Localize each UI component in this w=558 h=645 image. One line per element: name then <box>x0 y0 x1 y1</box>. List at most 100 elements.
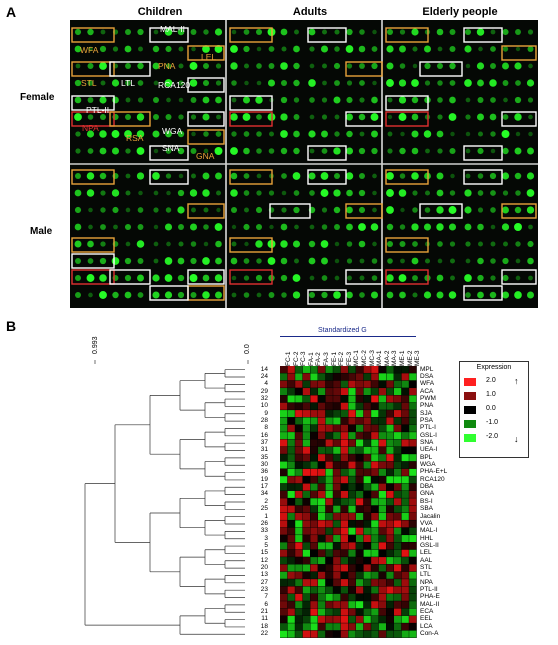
array-spot <box>450 173 455 179</box>
heatmap-cell <box>318 402 326 410</box>
heatmap-cell <box>302 527 310 535</box>
heatmap-cell <box>409 483 417 491</box>
heatmap-cell <box>386 601 394 609</box>
array-spot <box>345 172 354 180</box>
heatmap-cell <box>295 549 303 557</box>
lectin-label: AAL <box>420 556 433 564</box>
heatmap-cell <box>371 432 379 440</box>
array-spot <box>370 291 379 299</box>
array-spot <box>74 172 82 180</box>
heatmap-cell <box>378 417 386 425</box>
array-spot <box>477 79 484 87</box>
heatmap-cell <box>333 476 341 484</box>
heatmap-cell <box>287 366 295 373</box>
heatmap-cell <box>325 623 333 631</box>
array-spot <box>477 173 484 179</box>
array-spot <box>448 223 457 231</box>
array-spot <box>386 62 394 70</box>
array-spot <box>136 240 145 248</box>
heatmap-cell <box>371 586 379 594</box>
highlight-box <box>463 27 503 43</box>
array-spot <box>321 275 328 281</box>
heatmap-cell <box>378 402 386 410</box>
heatmap-cell <box>340 395 348 403</box>
heatmap-cell <box>348 395 356 403</box>
heatmap-cell <box>295 520 303 528</box>
heatmap-cell <box>394 593 402 601</box>
heatmap-cell <box>325 468 333 476</box>
array-spot <box>359 292 365 298</box>
heatmap-cell <box>302 601 310 609</box>
heatmap-cell <box>409 601 417 609</box>
array-spot <box>177 257 185 265</box>
heatmap-cell <box>295 446 303 454</box>
lectin-label: EEL <box>420 615 433 623</box>
array-spot <box>75 292 81 298</box>
array-spot <box>281 46 287 52</box>
heatmap-cell <box>386 468 394 476</box>
array-spot <box>515 46 521 52</box>
heatmap-cell <box>394 424 402 432</box>
highlight-box <box>187 129 225 145</box>
array-spot <box>490 258 496 264</box>
array-spot <box>476 62 485 70</box>
heatmap-cell <box>340 490 348 498</box>
highlight-box <box>149 145 189 161</box>
array-spot <box>387 97 393 103</box>
heatmap-cell <box>394 366 402 373</box>
highlight-box <box>187 45 225 61</box>
array-spot <box>371 46 378 52</box>
array-spot <box>515 275 521 281</box>
lectin-label: GNA <box>420 490 435 498</box>
array-spot <box>87 114 94 120</box>
heatmap-cell <box>394 542 402 550</box>
array-spot <box>308 257 316 265</box>
heatmap-cell <box>302 373 310 381</box>
array-spot <box>464 274 472 282</box>
heatmap-cell <box>348 476 356 484</box>
array-spot <box>244 207 249 213</box>
heatmap-cell <box>348 593 356 601</box>
row-number: 33 <box>260 527 268 535</box>
array-spot <box>112 291 119 299</box>
heatmap-cell <box>318 366 326 373</box>
heatmap-cell <box>325 513 333 520</box>
heatmap-cell <box>401 410 409 418</box>
heatmap-cell <box>401 608 409 616</box>
heatmap-cell <box>325 505 333 513</box>
heatmap-cell <box>333 505 341 513</box>
heatmap-cell <box>386 454 394 462</box>
array-spot <box>412 190 418 196</box>
heatmap-cell <box>310 476 318 484</box>
array-spot <box>243 292 250 298</box>
array-spot <box>164 79 173 87</box>
array-spot <box>424 258 431 264</box>
expression-legend: Expression ↑ ↓ 2.0 1.0 0.0 -1.0 -2.0 <box>459 361 529 458</box>
highlight-box <box>71 95 115 111</box>
array-spot <box>177 28 185 36</box>
array-spot <box>280 257 288 265</box>
lectin-label: LEL <box>420 549 432 557</box>
array-spot <box>411 172 419 180</box>
array-spot <box>230 257 238 265</box>
array-spot <box>231 97 237 103</box>
heatmap-cell <box>348 549 356 557</box>
array-spot <box>387 258 393 264</box>
heatmap-cell <box>348 424 356 432</box>
highlight-box <box>71 61 115 77</box>
heatmap-cell <box>378 490 386 498</box>
array-spot <box>423 45 432 53</box>
heatmap-cell <box>363 564 371 572</box>
heatmap-cell <box>333 601 341 609</box>
heatmap-cell <box>280 461 288 469</box>
array-spot <box>346 80 353 86</box>
array-spot <box>528 275 533 281</box>
heatmap-cell <box>401 586 409 594</box>
heatmap-cell <box>340 571 348 579</box>
array-label-npa: NPA <box>82 123 99 133</box>
heatmap-cell <box>302 402 310 410</box>
heatmap-cell <box>409 402 417 410</box>
array-spot <box>214 223 223 231</box>
array-spot <box>359 97 365 103</box>
heatmap-cell <box>310 395 318 403</box>
